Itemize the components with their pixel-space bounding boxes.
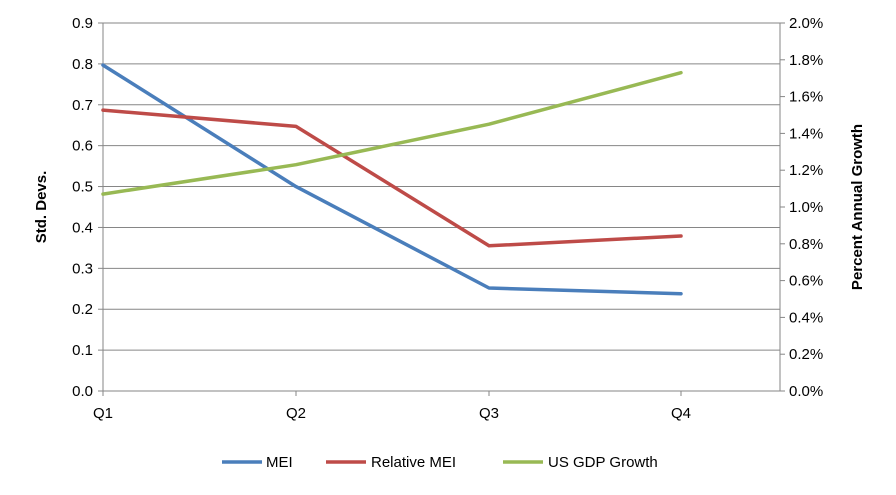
y-tick-label: 0.6 (72, 138, 93, 155)
y2-tick-label: 1.6% (789, 89, 823, 106)
series-lines (101, 63, 683, 296)
x-tick-label: Q2 (286, 405, 306, 422)
legend: MEI Relative MEI US GDP Growth (222, 454, 658, 471)
y2-tick-label: 0.4% (789, 309, 823, 326)
legend-label: US GDP Growth (548, 454, 658, 471)
y2-tick-label: 1.8% (789, 52, 823, 69)
y2-tick-label: 2.0% (789, 15, 823, 32)
y-tick-label: 0.3 (72, 260, 93, 277)
y2-tick-label: 0.8% (789, 236, 823, 253)
y2-tick-label: 1.4% (789, 125, 823, 142)
series-line-us-gdp-growth (101, 70, 683, 196)
legend-label: Relative MEI (371, 454, 456, 471)
x-axis-ticks: Q1 Q2 Q3 Q4 (93, 405, 691, 422)
y2-tick-label: 0.0% (789, 383, 823, 400)
left-axis-ticks: 0.0 0.1 0.2 0.3 0.4 0.5 0.6 0.7 0.8 0.9 (72, 15, 93, 400)
y-tick-label: 0.9 (72, 15, 93, 32)
legend-label: MEI (266, 454, 293, 471)
gridlines (103, 22, 780, 351)
y-axis-title: Std. Devs. (33, 171, 50, 244)
y-tick-label: 0.8 (72, 56, 93, 73)
y2-tick-label: 1.0% (789, 199, 823, 216)
y-tick-label: 0.0 (72, 383, 93, 400)
axes (98, 22, 785, 396)
y-tick-label: 0.5 (72, 179, 93, 196)
y2-tick-label: 0.6% (789, 273, 823, 290)
y-tick-label: 0.4 (72, 219, 93, 236)
y-tick-label: 0.7 (72, 97, 93, 114)
y-tick-label: 0.1 (72, 342, 93, 359)
y2-axis-title: Percent Annual Growth (849, 124, 866, 290)
right-axis-ticks: 0.0% 0.2% 0.4% 0.6% 0.8% 1.0% 1.2% 1.4% 1.6% 1.8%… (789, 15, 823, 400)
x-tick-label: Q1 (93, 405, 113, 422)
x-tick-label: Q3 (479, 405, 499, 422)
y2-tick-label: 0.2% (789, 346, 823, 363)
y-tick-label: 0.2 (72, 301, 93, 318)
series-line-relative-mei (101, 108, 683, 248)
x-tick-label: Q4 (671, 405, 691, 422)
y2-tick-label: 1.2% (789, 162, 823, 179)
series-line-mei (101, 63, 683, 296)
